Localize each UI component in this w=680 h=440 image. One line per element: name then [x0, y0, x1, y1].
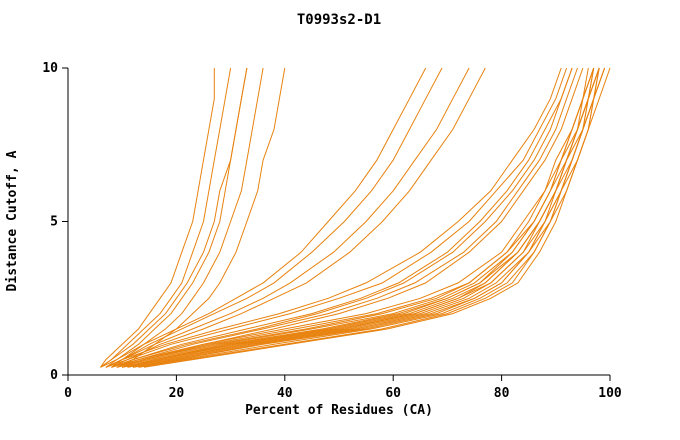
model-curve	[116, 67, 600, 368]
model-curve	[143, 67, 611, 368]
model-curve	[116, 67, 595, 368]
model-curve	[111, 67, 573, 368]
model-curve	[132, 67, 600, 368]
y-tick-label: 0	[50, 368, 58, 383]
model-curve	[111, 67, 573, 368]
model-curve	[122, 67, 584, 368]
model-curve	[100, 68, 215, 368]
model-curve	[105, 67, 568, 368]
x-tick-label: 0	[64, 386, 72, 401]
x-tick-label: 80	[494, 386, 510, 401]
plot-title: T0993s2-D1	[297, 12, 381, 28]
model-curves-group	[100, 67, 611, 368]
model-curve	[122, 67, 600, 368]
model-curve	[116, 67, 578, 368]
model-curve	[111, 67, 486, 368]
model-curve	[100, 67, 248, 368]
x-tick-label: 100	[598, 386, 622, 401]
y-tick-label: 5	[50, 215, 58, 230]
model-curve	[105, 67, 248, 368]
model-curve	[116, 67, 286, 368]
model-curve	[105, 67, 470, 368]
x-tick-label: 60	[385, 386, 401, 401]
x-tick-label: 20	[169, 386, 185, 401]
model-curve	[105, 67, 562, 368]
y-tick-label: 10	[42, 61, 58, 76]
model-curve	[111, 67, 264, 368]
model-curve	[127, 67, 595, 368]
model-curve	[100, 67, 232, 368]
model-curve	[100, 67, 427, 368]
model-curve	[105, 67, 443, 368]
x-tick-label: 40	[277, 386, 293, 401]
y-axis-label: Distance Cutoff, A	[5, 150, 20, 291]
x-axis-label: Percent of Residues (CA)	[245, 403, 433, 418]
axes-group: 0 20 40 60 80 100 0 5 10	[42, 61, 622, 401]
